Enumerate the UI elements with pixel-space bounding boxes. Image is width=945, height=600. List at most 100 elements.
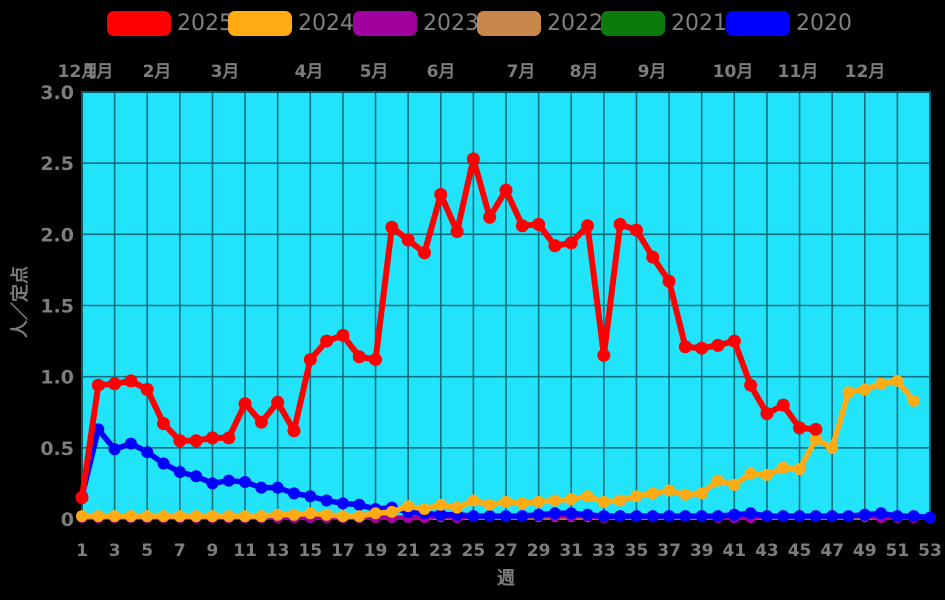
series-2024-marker: [141, 510, 154, 523]
month-label-4月: 4月: [294, 62, 324, 82]
series-2024-marker: [385, 505, 398, 518]
x-tick-45: 45: [788, 541, 812, 561]
y-axis-title: 人／定点: [9, 266, 31, 338]
x-tick-1: 1: [76, 541, 88, 561]
series-2024-marker: [190, 510, 203, 523]
series-2025-marker: [385, 220, 399, 234]
series-2024-marker: [875, 377, 888, 390]
series-2025-marker: [205, 431, 219, 445]
x-tick-47: 47: [820, 541, 844, 561]
series-2025-marker: [434, 187, 448, 201]
series-2025-marker: [515, 219, 529, 233]
month-label-9月: 9月: [637, 62, 667, 82]
series-2020-marker: [206, 477, 219, 490]
series-2020-marker: [173, 466, 186, 479]
x-tick-27: 27: [494, 541, 518, 561]
x-tick-5: 5: [141, 541, 153, 561]
x-tick-33: 33: [592, 541, 616, 561]
series-2024-marker: [418, 503, 431, 516]
y-tick-2.5: 2.5: [40, 153, 74, 175]
series-2024-marker: [320, 508, 333, 521]
x-tick-35: 35: [625, 541, 649, 561]
series-2024-marker: [288, 508, 300, 521]
x-tick-15: 15: [298, 541, 322, 561]
series-2024-marker: [548, 494, 561, 507]
series-2020-marker: [548, 507, 561, 520]
x-tick-9: 9: [207, 541, 219, 561]
series-2025-marker: [548, 239, 562, 253]
series-2020-marker: [255, 481, 268, 494]
series-2024-marker: [777, 461, 790, 474]
series-2025-marker: [564, 236, 578, 250]
series-2024: [76, 374, 920, 523]
series-2020-marker: [532, 508, 545, 521]
series-2025-marker: [727, 334, 741, 348]
series-2020-marker: [760, 510, 773, 523]
series-2025-marker: [532, 217, 546, 231]
x-axis-title: 週: [497, 568, 515, 589]
series-2024-marker: [108, 510, 121, 523]
series-2020-marker: [777, 510, 790, 523]
series-2020-marker: [565, 507, 578, 520]
series-2024-marker: [826, 441, 839, 454]
series-2024-marker: [434, 498, 447, 511]
month-label-12月: 12月: [844, 62, 886, 82]
legend-swatch-2025: [107, 11, 171, 36]
series-2020-marker: [712, 510, 724, 523]
series-2020-marker: [907, 510, 920, 523]
series-2024-marker: [255, 510, 268, 523]
x-tick-29: 29: [527, 541, 551, 561]
legend-swatch-2020: [726, 11, 790, 36]
series-2020-marker: [108, 443, 121, 456]
series-2020-marker: [124, 437, 137, 450]
legend-label: 2023: [423, 11, 479, 36]
legend-label: 2024: [298, 11, 354, 36]
series-2020-marker: [695, 510, 708, 523]
series-2025-marker: [124, 374, 138, 388]
legend-label: 2020: [796, 11, 852, 36]
series-2020-marker: [663, 510, 676, 523]
series-2024-marker: [451, 501, 464, 514]
series-2024-marker: [858, 383, 871, 396]
y-tick-1.5: 1.5: [40, 296, 74, 318]
legend-swatch-2023: [353, 11, 417, 36]
y-tick-labels: 3.0 2.5 2.0 1.5 1.0 0.5 0: [40, 82, 74, 531]
series-2020-marker: [336, 497, 349, 510]
series-2024-marker: [728, 478, 741, 491]
y-tick-2.0: 2.0: [40, 224, 74, 246]
series-2025-marker: [662, 274, 676, 288]
x-tick-51: 51: [886, 541, 910, 561]
series-2020-marker: [288, 487, 300, 500]
series-2025-marker: [809, 422, 823, 436]
series-2025: [75, 152, 823, 505]
series-2020-marker: [516, 510, 529, 523]
series-2020-marker: [875, 507, 888, 520]
series-2024-marker: [304, 507, 317, 520]
series-2024-marker: [483, 498, 496, 511]
series-2025-marker: [581, 219, 595, 233]
series-2024-marker: [336, 510, 349, 523]
series-2020-marker: [842, 510, 855, 523]
legend-swatch-2022: [477, 11, 541, 36]
series-2025-marker: [91, 378, 105, 392]
legend-swatch-2024: [228, 11, 292, 36]
x-tick-17: 17: [331, 541, 355, 561]
series-2025-marker: [711, 338, 725, 352]
series-2025-marker: [646, 250, 660, 264]
legend-swatch-2021: [601, 11, 665, 36]
series-2024-marker: [663, 484, 676, 497]
x-tick-41: 41: [722, 541, 746, 561]
month-label-11月: 11月: [777, 62, 819, 82]
x-tick-3: 3: [109, 541, 121, 561]
month-label-8月: 8月: [569, 62, 599, 82]
series-2025-marker: [352, 350, 366, 364]
series-2024-marker: [581, 490, 594, 503]
series-2024-marker: [124, 510, 137, 523]
series-2024-marker: [793, 463, 806, 476]
series-2024-marker: [239, 510, 252, 523]
series-2025-marker: [254, 415, 268, 429]
series-2024-marker: [744, 467, 757, 480]
series-2025-marker: [793, 421, 807, 435]
y-tick-3.0: 3.0: [40, 82, 74, 104]
